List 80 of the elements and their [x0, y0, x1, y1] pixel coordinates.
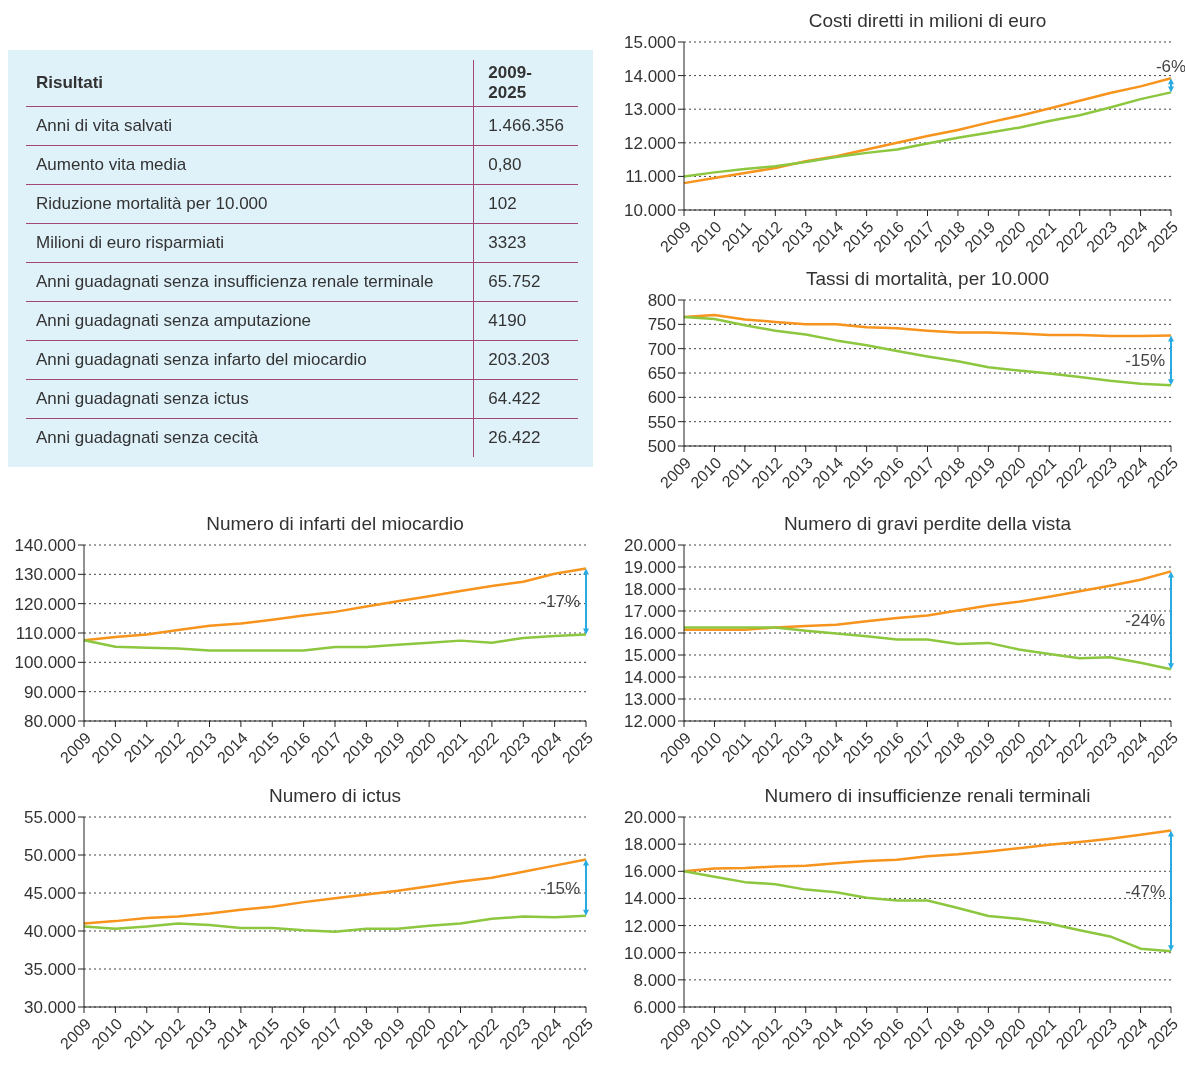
- line-series: [682, 315, 1173, 387]
- y-tick-label: 15.000: [624, 646, 676, 666]
- y-tick-label: 800: [647, 291, 676, 311]
- y-tick-label: 20.000: [624, 536, 676, 556]
- annotation: -17%: [540, 592, 580, 612]
- y-tick-label: 140.000: [14, 536, 76, 556]
- text: Riduzione mortalità per 10.000: [35, 192, 269, 215]
- y-tick-label: 13.000: [624, 100, 676, 120]
- line-series: [682, 870, 1173, 953]
- y-tick-label: 20.000: [624, 808, 676, 828]
- line-series: [682, 570, 1173, 631]
- y-tick-label: 500: [647, 437, 676, 457]
- line-series: [82, 858, 588, 925]
- y-tick-label: 110.000: [15, 624, 76, 644]
- y-tick-label: 17.000: [624, 602, 676, 622]
- y-tick-label: 13.000: [624, 690, 676, 710]
- y-tick-label: 55.000: [24, 808, 76, 828]
- text: 64.422: [473, 379, 578, 418]
- text: Anni guadagnati senza ictus: [35, 387, 250, 410]
- annotation: -15%: [1125, 351, 1165, 371]
- text: Risultati: [35, 71, 105, 94]
- annotation: -6%: [1155, 57, 1185, 77]
- y-tick-label: 30.000: [24, 998, 76, 1018]
- text: 1.466.356: [473, 106, 578, 145]
- y-tick-label: 14.000: [624, 889, 676, 909]
- y-tick-label: 10.000: [624, 943, 676, 963]
- text: 4190: [473, 301, 578, 340]
- chart-title: Numero di infarti del miocardio: [206, 513, 464, 534]
- y-tick-label: 45.000: [24, 884, 76, 904]
- text: 102: [473, 184, 578, 223]
- line-series: [682, 626, 1173, 671]
- chart-title: Numero di insufficienze renali terminali: [764, 785, 1091, 806]
- text: Anni guadagnati senza cecità: [35, 426, 260, 449]
- text: 203.203: [473, 340, 578, 379]
- text: 2009-2025: [473, 60, 578, 106]
- y-tick-label: 15.000: [624, 33, 676, 53]
- y-tick-label: 10.000: [624, 201, 676, 221]
- y-tick-label: 18.000: [624, 580, 676, 600]
- y-tick-label: 550: [647, 412, 676, 432]
- y-tick-label: 14.000: [624, 66, 676, 86]
- chart-title: Numero di ictus: [269, 785, 401, 806]
- y-tick-label: 600: [647, 388, 676, 408]
- text: 65.752: [473, 262, 578, 301]
- y-tick-label: 16.000: [624, 624, 676, 644]
- chart-title: Numero di gravi perdite della vista: [783, 513, 1072, 534]
- y-tick-label: 120.000: [14, 594, 76, 614]
- y-tick-label: 650: [647, 364, 676, 384]
- y-tick-label: 12.000: [624, 133, 676, 153]
- y-tick-label: 14.000: [624, 668, 676, 688]
- y-tick-label: 11.000: [625, 167, 676, 187]
- annotation: -15%: [540, 878, 580, 898]
- text: Milioni di euro risparmiati: [35, 231, 225, 254]
- annotation: -24%: [1125, 611, 1165, 631]
- text: Anni guadagnati senza infarto del miocardio: [35, 348, 368, 371]
- y-tick-label: 12.000: [624, 916, 676, 936]
- y-tick-label: 90.000: [24, 682, 76, 702]
- y-tick-label: 8.000: [633, 970, 676, 990]
- chart-title: Tassi di mortalità, per 10.000: [806, 268, 1049, 289]
- y-tick-label: 100.000: [14, 653, 76, 673]
- y-tick-label: 50.000: [24, 846, 76, 866]
- y-tick-label: 750: [647, 315, 676, 335]
- y-tick-label: 18.000: [624, 835, 676, 855]
- text: Anni guadagnati senza amputazione: [35, 309, 313, 332]
- y-tick-label: 130.000: [14, 565, 76, 585]
- annotation: -47%: [1125, 881, 1165, 901]
- y-tick-label: 19.000: [624, 558, 676, 578]
- y-tick-label: 35.000: [24, 960, 76, 980]
- y-tick-label: 40.000: [24, 922, 76, 942]
- y-tick-label: 80.000: [24, 712, 76, 732]
- y-tick-label: 700: [647, 339, 676, 359]
- y-tick-label: 12.000: [624, 712, 676, 732]
- chart-title: Costi diretti in milioni di euro: [808, 10, 1047, 31]
- text: 26.422: [473, 418, 578, 457]
- y-tick-label: 6.000: [633, 998, 676, 1018]
- text: Anni di vita salvati: [35, 114, 174, 137]
- y-tick-label: 16.000: [624, 862, 676, 882]
- text: Anni guadagnati senza insufficienza renale terminale: [35, 270, 435, 293]
- text: 0,80: [473, 145, 578, 184]
- text: 3323: [473, 223, 578, 262]
- text: Aumento vita media: [35, 153, 188, 176]
